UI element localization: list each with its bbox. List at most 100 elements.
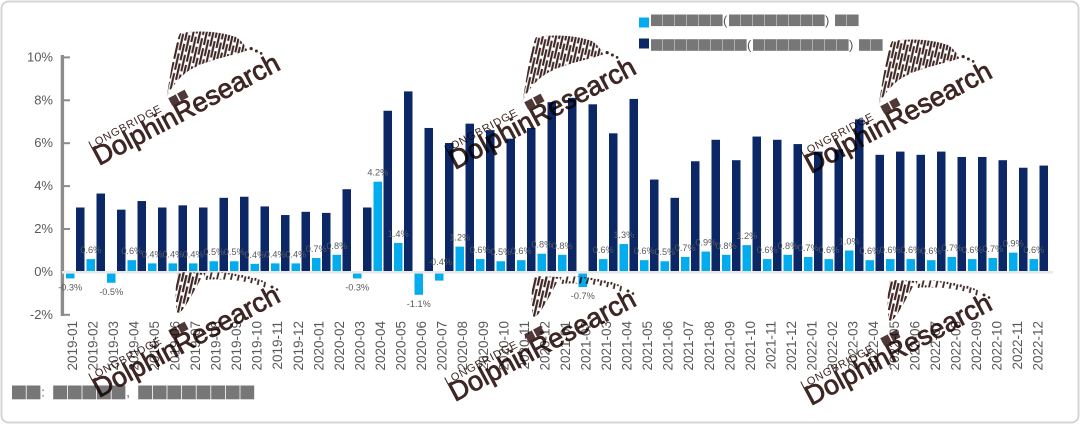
- svg-text:2022-08: 2022-08: [948, 321, 963, 371]
- svg-text:2020-07: 2020-07: [435, 321, 450, 371]
- svg-text:0.5%: 0.5%: [224, 247, 245, 257]
- svg-text:2020-08: 2020-08: [455, 321, 470, 371]
- svg-text:2021-12: 2021-12: [784, 321, 799, 371]
- svg-text:2019-10: 2019-10: [250, 321, 265, 371]
- svg-text:2022-02: 2022-02: [825, 321, 840, 371]
- svg-text:2019-04: 2019-04: [126, 321, 141, 371]
- svg-text:2022-11: 2022-11: [1010, 321, 1025, 370]
- svg-text:2019-05: 2019-05: [147, 321, 162, 371]
- svg-text:2021-09: 2021-09: [722, 321, 737, 371]
- svg-text:0.5%: 0.5%: [490, 247, 511, 257]
- svg-text:-0.3%: -0.3%: [345, 282, 369, 292]
- svg-text:0%: 0%: [34, 264, 53, 279]
- svg-text:2022-10: 2022-10: [990, 321, 1005, 371]
- svg-text:2019-12: 2019-12: [291, 321, 306, 371]
- svg-text:2020-04: 2020-04: [373, 321, 388, 371]
- svg-text:2021-03: 2021-03: [599, 321, 614, 371]
- svg-text::: :: [41, 385, 45, 400]
- svg-text:6%: 6%: [34, 135, 53, 150]
- svg-text:2020-09: 2020-09: [476, 321, 491, 371]
- svg-text:-0.7%: -0.7%: [571, 291, 595, 301]
- svg-text:0.8%: 0.8%: [552, 241, 573, 251]
- svg-text:0.4%: 0.4%: [285, 249, 306, 259]
- svg-text:8%: 8%: [34, 92, 53, 107]
- svg-text:2%: 2%: [34, 221, 53, 236]
- svg-text:2020-01: 2020-01: [311, 321, 326, 371]
- svg-text:0.6%: 0.6%: [757, 245, 778, 255]
- svg-text:2019-07: 2019-07: [188, 321, 203, 371]
- svg-text:0.7%: 0.7%: [306, 244, 327, 254]
- svg-text:0.6%: 0.6%: [470, 245, 491, 255]
- svg-text:0.9%: 0.9%: [1003, 239, 1024, 249]
- svg-text:2021-11: 2021-11: [764, 321, 779, 370]
- svg-text:0.8%: 0.8%: [531, 240, 552, 250]
- svg-text:0.6%: 0.6%: [634, 246, 655, 256]
- svg-text:2020-10: 2020-10: [496, 321, 511, 371]
- svg-text:0.8%: 0.8%: [326, 241, 347, 251]
- svg-text:1.3%: 1.3%: [613, 230, 634, 240]
- svg-text:0.8%: 0.8%: [777, 241, 798, 251]
- svg-text:4%: 4%: [34, 178, 53, 193]
- svg-text:): ): [825, 13, 829, 28]
- svg-text:2021-05: 2021-05: [640, 321, 655, 371]
- svg-text:0.7%: 0.7%: [982, 244, 1003, 254]
- svg-text:-2%: -2%: [30, 307, 54, 322]
- svg-text:4.2%: 4.2%: [367, 168, 388, 178]
- svg-text:2021-06: 2021-06: [661, 321, 676, 371]
- svg-text:2021-02: 2021-02: [579, 321, 594, 371]
- svg-text:(: (: [747, 38, 752, 53]
- svg-text:0.6%: 0.6%: [818, 245, 839, 255]
- svg-text:2021-08: 2021-08: [702, 321, 717, 371]
- svg-text:2022-03: 2022-03: [846, 321, 861, 371]
- svg-text:0.4%: 0.4%: [162, 249, 183, 259]
- svg-text:-1.1%: -1.1%: [407, 299, 431, 309]
- svg-text:2019-02: 2019-02: [85, 321, 100, 371]
- svg-text:1.2%: 1.2%: [449, 233, 470, 243]
- svg-text:1.0%: 1.0%: [839, 237, 860, 247]
- svg-text:0.6%: 0.6%: [1023, 245, 1044, 255]
- svg-text:2022-12: 2022-12: [1031, 321, 1046, 371]
- svg-text:2019-11: 2019-11: [270, 321, 285, 370]
- svg-text:2021-07: 2021-07: [681, 321, 696, 371]
- svg-text:): ): [849, 38, 853, 53]
- svg-text:2019-03: 2019-03: [106, 321, 121, 371]
- svg-text:2022-01: 2022-01: [805, 321, 820, 371]
- svg-text:2022-09: 2022-09: [969, 321, 984, 371]
- svg-text:0.6%: 0.6%: [859, 246, 880, 256]
- svg-text:2020-03: 2020-03: [353, 321, 368, 371]
- svg-text:2020-05: 2020-05: [394, 321, 409, 371]
- svg-text:10%: 10%: [27, 49, 53, 64]
- svg-text:-0.5%: -0.5%: [99, 287, 123, 297]
- svg-text:-0.3%: -0.3%: [58, 282, 82, 292]
- svg-text:2019-09: 2019-09: [229, 321, 244, 371]
- svg-text:0.5%: 0.5%: [654, 247, 675, 257]
- svg-text:0.6%: 0.6%: [593, 245, 614, 255]
- svg-text:2021-01: 2021-01: [558, 321, 573, 371]
- svg-text:,: ,: [126, 385, 130, 400]
- svg-text:0.7%: 0.7%: [798, 243, 819, 253]
- svg-text:0.7%: 0.7%: [941, 243, 962, 253]
- svg-text:0.6%: 0.6%: [962, 245, 983, 255]
- svg-text:2019-01: 2019-01: [65, 321, 80, 371]
- svg-text:2022-06: 2022-06: [907, 321, 922, 371]
- svg-text:0.8%: 0.8%: [716, 241, 737, 251]
- svg-text:0.7%: 0.7%: [675, 243, 696, 253]
- svg-text:0.6%: 0.6%: [921, 246, 942, 256]
- svg-text:0.4%: 0.4%: [183, 249, 204, 259]
- svg-text:0.4%: 0.4%: [142, 249, 163, 259]
- svg-text:0.5%: 0.5%: [203, 247, 224, 257]
- svg-text:1.4%: 1.4%: [388, 229, 409, 239]
- svg-text:2022-07: 2022-07: [928, 321, 943, 371]
- svg-text:2020-06: 2020-06: [414, 321, 429, 371]
- svg-text:2021-10: 2021-10: [743, 321, 758, 371]
- svg-text:2019-08: 2019-08: [209, 321, 224, 371]
- svg-text:2022-04: 2022-04: [866, 321, 881, 371]
- svg-text:0.9%: 0.9%: [695, 238, 716, 248]
- svg-text:0.6%: 0.6%: [511, 246, 532, 256]
- svg-text:1.2%: 1.2%: [736, 231, 757, 241]
- svg-text:0.6%: 0.6%: [900, 245, 921, 255]
- svg-text:2020-02: 2020-02: [332, 321, 347, 371]
- svg-text:0.4%: 0.4%: [244, 250, 265, 260]
- svg-text:0.6%: 0.6%: [121, 246, 142, 256]
- svg-text:0.6%: 0.6%: [880, 245, 901, 255]
